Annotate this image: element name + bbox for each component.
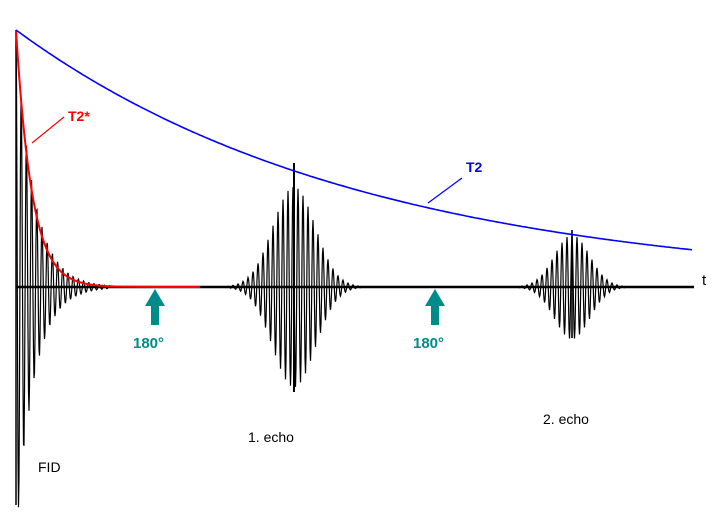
echo-2-label: 2. echo [543, 411, 589, 427]
pulse-label-2: 180° [413, 335, 444, 352]
fid-label: FID [38, 459, 61, 475]
t2-curve [15, 29, 693, 251]
t2-label: T2 [466, 159, 483, 175]
time-axis-label: t [702, 272, 707, 289]
fid-signal [15, 31, 111, 508]
t2-star-label: T2* [68, 108, 90, 124]
t2-leader [427, 177, 463, 204]
t2-star-leader [31, 116, 65, 144]
up-arrow-icon [145, 289, 165, 325]
pulse-label-1: 180° [133, 335, 164, 352]
echo-2-signal [511, 234, 635, 339]
echo-1-label: 1. echo [248, 429, 294, 445]
t2-star-curve [15, 29, 200, 288]
up-arrow-icon [425, 289, 445, 325]
